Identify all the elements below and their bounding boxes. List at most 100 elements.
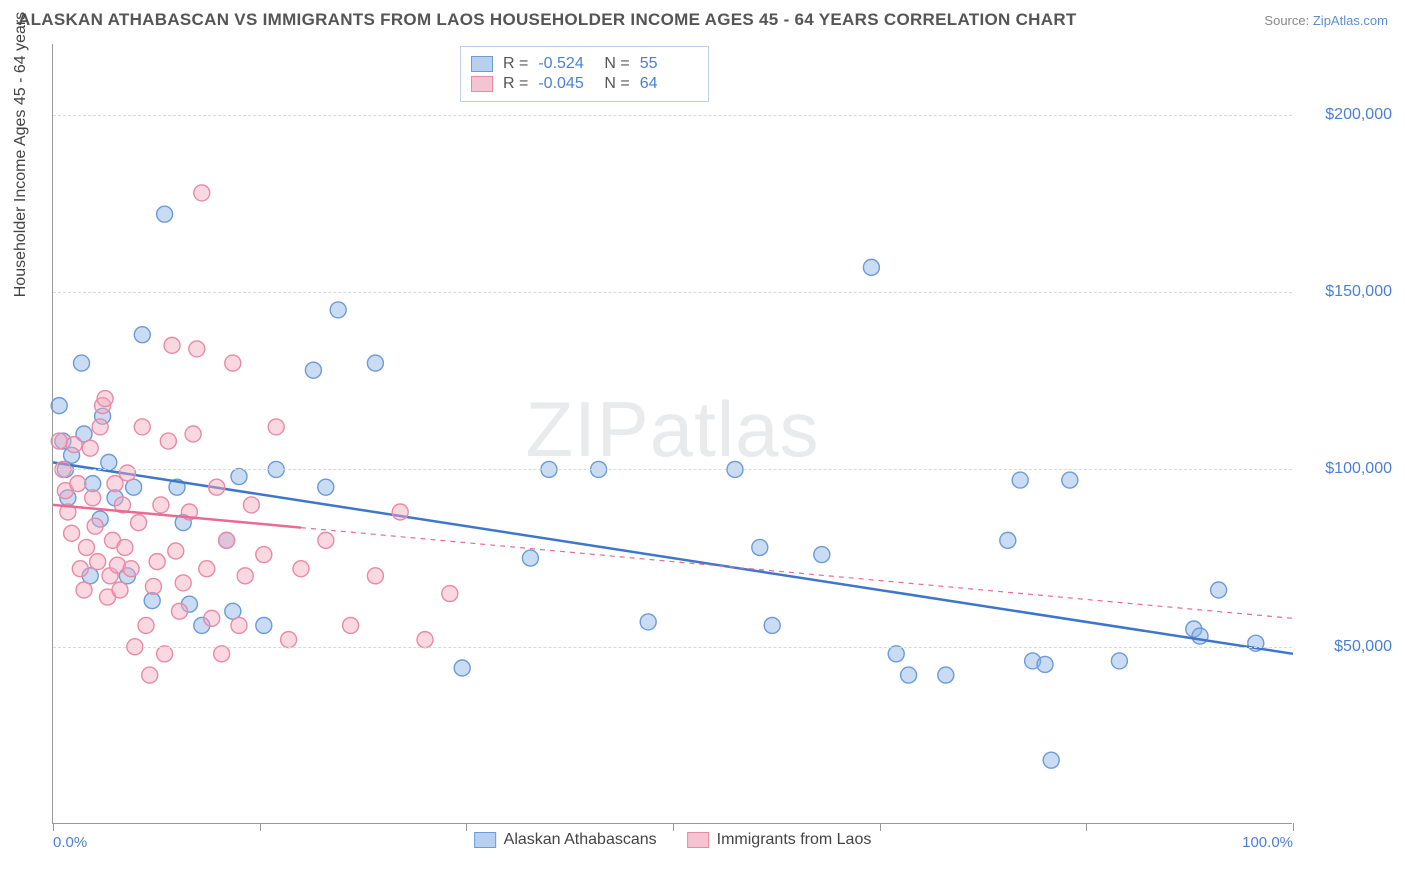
scatter-point (454, 660, 470, 676)
scatter-point (90, 554, 106, 570)
scatter-point (175, 575, 191, 591)
scatter-point (1192, 628, 1208, 644)
scatter-point (164, 337, 180, 353)
gridline (53, 115, 1292, 116)
scatter-point (888, 646, 904, 662)
legend-swatch (471, 76, 493, 92)
stat-R-label: R = (503, 75, 528, 93)
scatter-point (194, 185, 210, 201)
stats-box: R =-0.524N =55R =-0.045N =64 (460, 46, 709, 102)
scatter-point (243, 497, 259, 513)
stats-row: R =-0.045N =64 (471, 75, 696, 93)
x-tick (1086, 823, 1087, 831)
scatter-point (85, 490, 101, 506)
stat-R-value: -0.524 (538, 55, 594, 73)
scatter-point (171, 603, 187, 619)
legend-swatch (687, 832, 709, 848)
trend-line-dashed (301, 528, 1293, 619)
scatter-point (82, 440, 98, 456)
scatter-point (901, 667, 917, 683)
stats-row: R =-0.524N =55 (471, 55, 696, 73)
scatter-point (138, 617, 154, 633)
scatter-point (87, 518, 103, 534)
scatter-point (214, 646, 230, 662)
legend-label: Alaskan Athabascans (504, 831, 657, 849)
gridline (53, 292, 1292, 293)
scatter-point (752, 539, 768, 555)
scatter-point (157, 206, 173, 222)
chart-svg (53, 44, 1292, 823)
scatter-point (112, 582, 128, 598)
scatter-point (64, 525, 80, 541)
scatter-point (101, 454, 117, 470)
chart-title: ALASKAN ATHABASCAN VS IMMIGRANTS FROM LA… (18, 10, 1077, 30)
scatter-point (318, 532, 334, 548)
y-tick-label: $150,000 (1302, 283, 1392, 301)
scatter-point (70, 476, 86, 492)
scatter-point (814, 547, 830, 563)
x-tick (673, 823, 674, 831)
scatter-point (168, 543, 184, 559)
legend-swatch (471, 56, 493, 72)
scatter-point (1000, 532, 1016, 548)
scatter-point (231, 469, 247, 485)
legend-swatch (474, 832, 496, 848)
scatter-point (149, 554, 165, 570)
scatter-point (330, 302, 346, 318)
stat-N-label: N = (604, 75, 629, 93)
scatter-point (74, 355, 90, 371)
stat-N-value: 64 (640, 75, 696, 93)
scatter-point (1037, 656, 1053, 672)
y-tick-label: $100,000 (1302, 460, 1392, 478)
scatter-point (343, 617, 359, 633)
scatter-point (160, 433, 176, 449)
scatter-point (119, 465, 135, 481)
scatter-point (92, 419, 108, 435)
scatter-point (185, 426, 201, 442)
scatter-point (863, 259, 879, 275)
scatter-point (305, 362, 321, 378)
scatter-point (199, 561, 215, 577)
legend-item: Alaskan Athabascans (474, 831, 657, 849)
scatter-point (123, 561, 139, 577)
scatter-point (318, 479, 334, 495)
x-tick-label: 100.0% (1242, 834, 1293, 851)
scatter-point (256, 547, 272, 563)
y-tick-label: $50,000 (1302, 638, 1392, 656)
scatter-point (1211, 582, 1227, 598)
source-label: Source: ZipAtlas.com (1264, 13, 1388, 28)
scatter-point (134, 419, 150, 435)
scatter-point (209, 479, 225, 495)
bottom-legend: Alaskan Athabascans Immigrants from Laos (474, 831, 872, 849)
legend-label: Immigrants from Laos (717, 831, 872, 849)
x-tick (466, 823, 467, 831)
scatter-point (76, 582, 92, 598)
scatter-point (764, 617, 780, 633)
scatter-point (219, 532, 235, 548)
scatter-point (392, 504, 408, 520)
scatter-point (157, 646, 173, 662)
scatter-point (1111, 653, 1127, 669)
scatter-point (1062, 472, 1078, 488)
source-link[interactable]: ZipAtlas.com (1313, 13, 1388, 28)
scatter-point (442, 586, 458, 602)
x-tick (880, 823, 881, 831)
scatter-point (66, 437, 82, 453)
scatter-point (153, 497, 169, 513)
scatter-point (367, 355, 383, 371)
scatter-point (117, 539, 133, 555)
y-tick-label: $200,000 (1302, 106, 1392, 124)
gridline (53, 469, 1292, 470)
legend-item: Immigrants from Laos (687, 831, 872, 849)
x-tick-label: 0.0% (53, 834, 87, 851)
scatter-point (640, 614, 656, 630)
scatter-point (72, 561, 88, 577)
scatter-point (231, 617, 247, 633)
scatter-point (78, 539, 94, 555)
x-tick (260, 823, 261, 831)
scatter-point (145, 578, 161, 594)
scatter-point (417, 632, 433, 648)
scatter-point (134, 327, 150, 343)
scatter-point (97, 391, 113, 407)
scatter-point (268, 419, 284, 435)
